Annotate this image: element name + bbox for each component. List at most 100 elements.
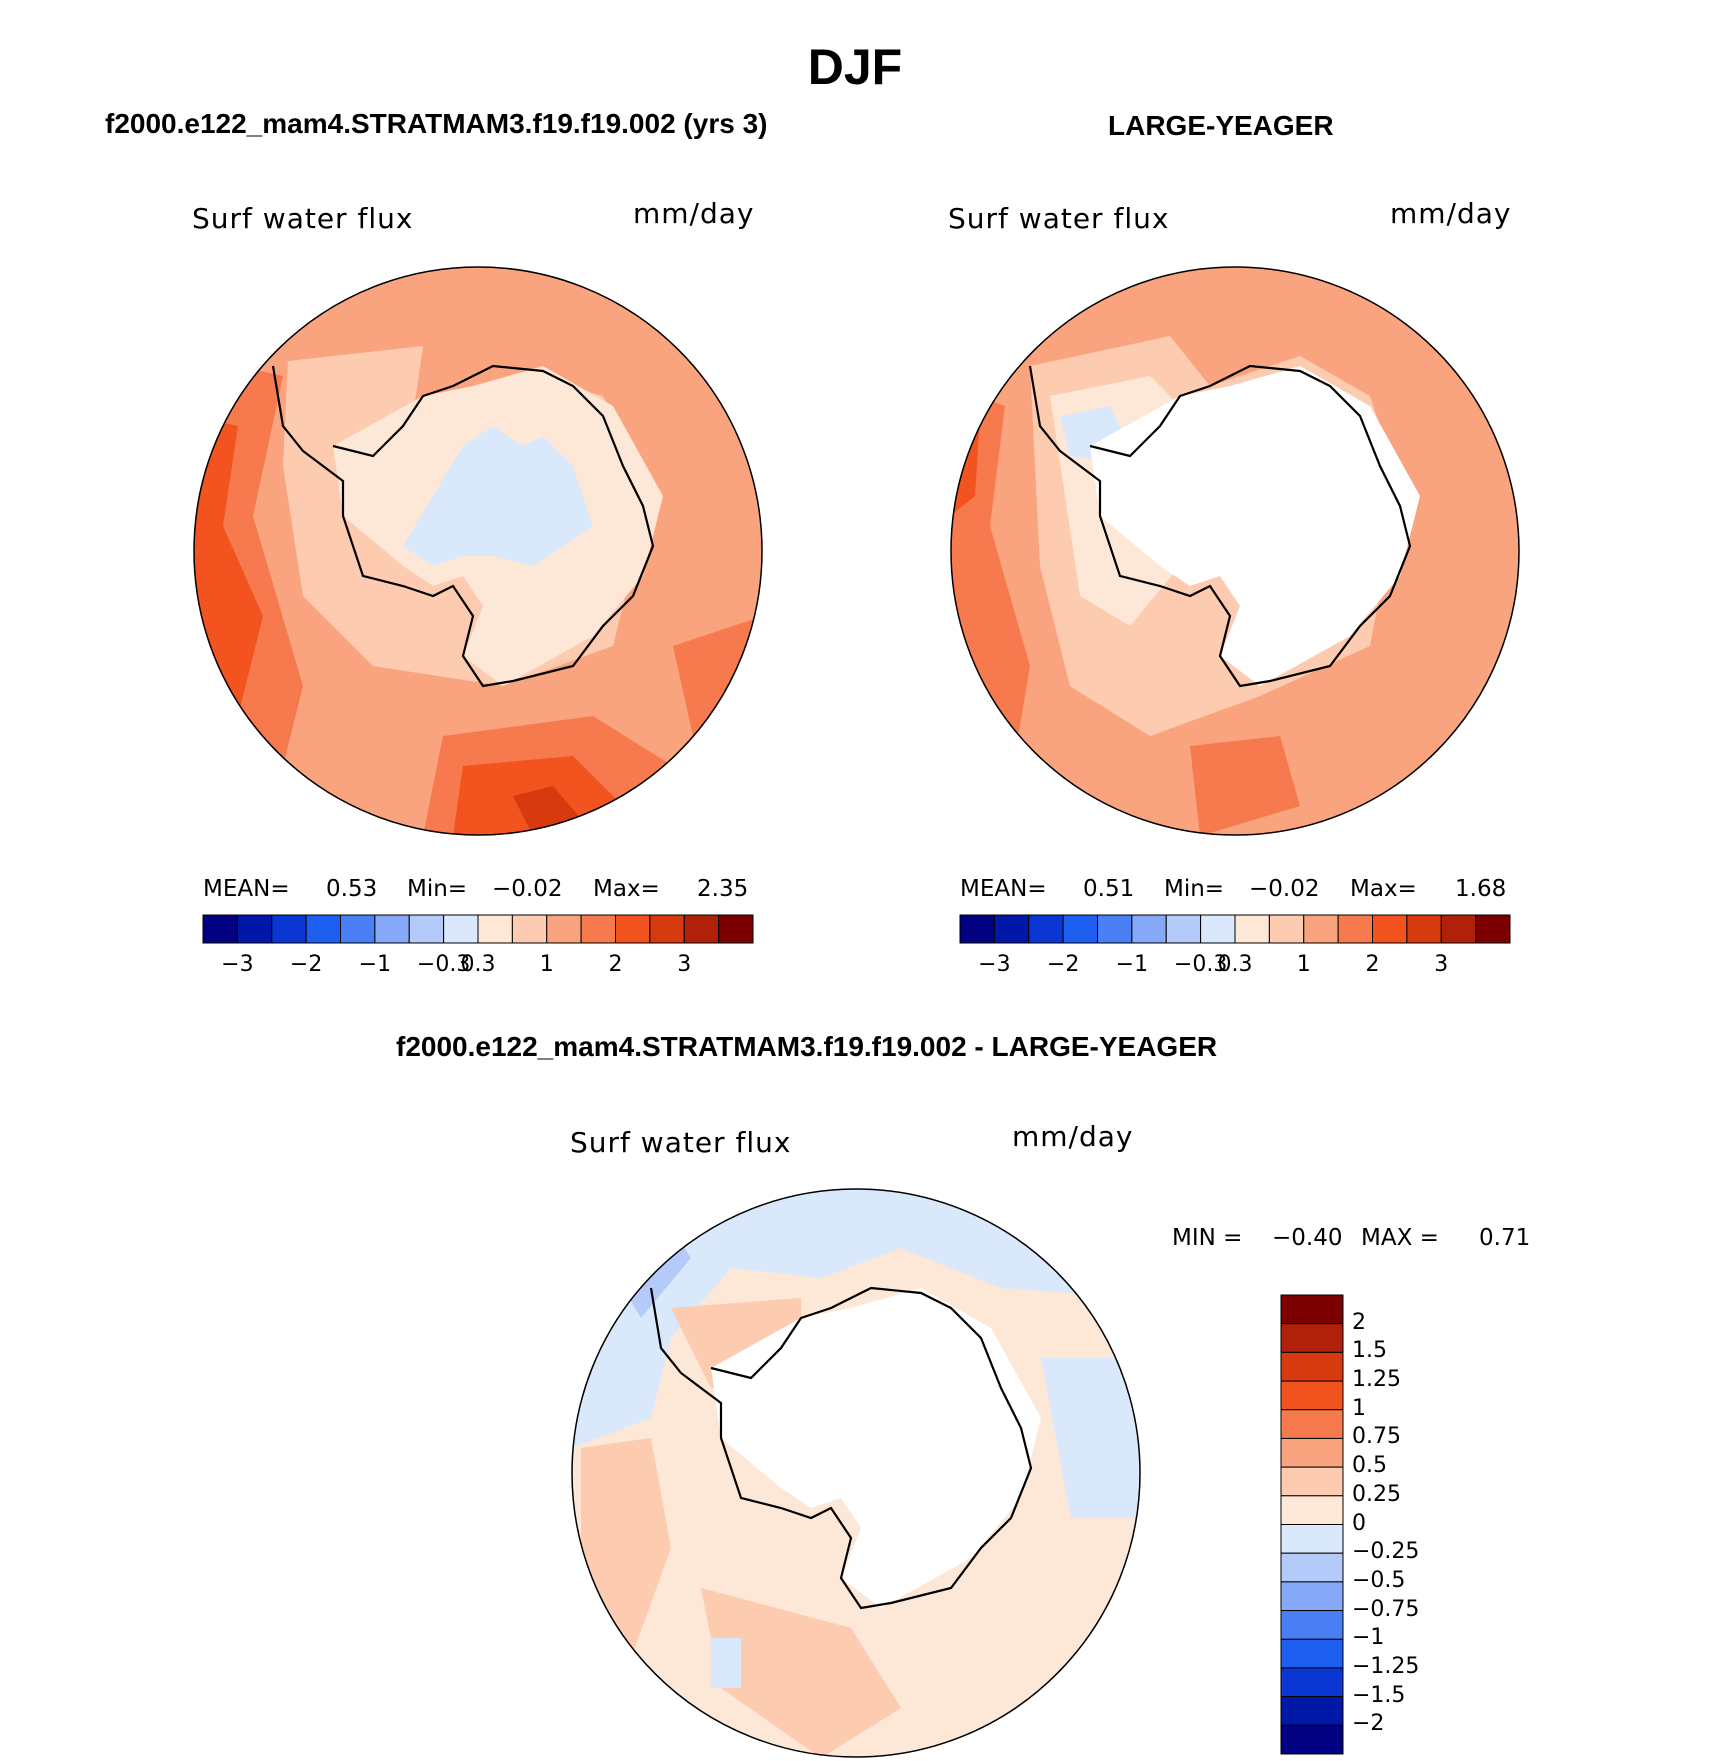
colorbar-obs-swatch bbox=[1475, 914, 1511, 944]
colorbar-obs-tick-label: −0.3 bbox=[1173, 952, 1228, 977]
map-diff-pos-south bbox=[701, 1588, 901, 1757]
colorbar-diff-swatch bbox=[1280, 1581, 1344, 1612]
colorbar-diff-swatch bbox=[1280, 1667, 1344, 1698]
colorbar-model bbox=[202, 914, 754, 944]
colorbar-diff-swatch bbox=[1280, 1552, 1344, 1583]
colorbar-obs-swatch bbox=[1268, 914, 1305, 944]
map-obs-land bbox=[1090, 366, 1420, 686]
colorbar-obs-swatch bbox=[993, 914, 1030, 944]
map-model bbox=[193, 266, 763, 836]
map-model-coastline bbox=[271, 364, 655, 688]
colorbar-diff-swatch bbox=[1280, 1610, 1344, 1640]
colorbar-model-tick-label: 2 bbox=[608, 952, 623, 977]
colorbar-model-tick-label: −3 bbox=[221, 952, 254, 977]
panel-obs-min: −0.02 bbox=[1249, 876, 1320, 902]
colorbar-diff-tick-label: 0 bbox=[1352, 1510, 1366, 1536]
colorbar-diff-tick-label: −0.5 bbox=[1352, 1567, 1406, 1593]
colorbar-obs-swatch bbox=[1200, 914, 1236, 944]
panel-diff-min-label: MIN = bbox=[1172, 1225, 1243, 1251]
panel-obs-variable: Surf water flux bbox=[948, 202, 1170, 235]
panel-model-mean: 0.53 bbox=[326, 876, 378, 902]
colorbar-obs-swatch bbox=[1062, 914, 1098, 944]
panel-diff-min: −0.40 bbox=[1272, 1225, 1343, 1251]
colorbar-diff-tick-label: −1 bbox=[1352, 1625, 1385, 1651]
colorbar-obs-swatch bbox=[1337, 914, 1373, 944]
map-diff-land bbox=[711, 1288, 1041, 1608]
colorbar-diff-swatch bbox=[1280, 1466, 1344, 1497]
colorbar-model-tick-label: 3 bbox=[677, 952, 692, 977]
map-model-land-low bbox=[403, 426, 593, 566]
colorbar-diff-swatch bbox=[1280, 1495, 1344, 1525]
panel-obs-mean-label: MEAN= bbox=[960, 876, 1047, 902]
colorbar-diff-swatch bbox=[1280, 1323, 1344, 1353]
colorbar-model-tick-label: −0.3 bbox=[416, 952, 471, 977]
colorbar-obs-tick-label: −2 bbox=[1046, 952, 1080, 977]
map-diff-outline bbox=[571, 1188, 1141, 1758]
colorbar-diff-swatch bbox=[1280, 1524, 1344, 1554]
panel-obs-max: 1.68 bbox=[1455, 876, 1507, 902]
colorbar-obs-tick-label: 1 bbox=[1296, 952, 1311, 977]
map-diff-coastline bbox=[649, 1286, 1033, 1610]
top-left-title: f2000.e122_mam4.STRATMAM3.f19.f19.002 (y… bbox=[105, 108, 768, 139]
colorbar-obs-swatch bbox=[1303, 914, 1339, 944]
colorbar-obs-swatch bbox=[959, 914, 995, 944]
panel-model-min: −0.02 bbox=[492, 876, 563, 902]
colorbar-model-swatch bbox=[271, 914, 307, 944]
map-diff-neg-south-patch bbox=[711, 1638, 741, 1688]
colorbar-obs-tick-label: −3 bbox=[978, 952, 1011, 977]
colorbar-model-swatch bbox=[511, 914, 548, 944]
colorbar-diff-tick-label: 0.5 bbox=[1352, 1453, 1387, 1479]
colorbar-model-tick-label: 1 bbox=[539, 952, 554, 977]
colorbar-diff-tick-label: 1 bbox=[1352, 1395, 1366, 1421]
colorbar-obs bbox=[959, 914, 1511, 944]
panel-obs-max-label: Max= bbox=[1350, 876, 1417, 902]
colorbar-model-swatch bbox=[546, 914, 582, 944]
map-diff-neg-north bbox=[572, 1189, 1140, 1448]
colorbar-model-swatch bbox=[580, 914, 616, 944]
colorbar-diff-swatch bbox=[1280, 1696, 1344, 1726]
colorbar-model-swatch bbox=[202, 914, 238, 944]
colorbar-obs-swatch bbox=[1234, 914, 1270, 944]
map-obs-coastline bbox=[1028, 364, 1412, 688]
figure-title: DJF bbox=[807, 39, 903, 95]
map-obs bbox=[950, 266, 1520, 836]
colorbar-model-swatch bbox=[408, 914, 445, 944]
colorbar-model-swatch bbox=[615, 914, 651, 944]
colorbar-diff-tick-label: 0.75 bbox=[1352, 1424, 1401, 1450]
colorbar-obs-swatch bbox=[1440, 914, 1477, 944]
colorbar-obs-ticks: −3 −2 −1 −0.3 0.3 1 2 3 bbox=[960, 952, 1510, 982]
colorbar-diff-tick-label: 1.5 bbox=[1352, 1338, 1387, 1364]
map-diff-neg-east bbox=[1041, 1358, 1140, 1518]
colorbar-model-tick-label: −2 bbox=[289, 952, 323, 977]
panel-diff-variable: Surf water flux bbox=[570, 1126, 792, 1159]
colorbar-diff bbox=[1280, 1294, 1344, 1755]
colorbar-diff-swatch bbox=[1280, 1409, 1344, 1439]
bottom-title: f2000.e122_mam4.STRATMAM3.f19.f19.002 - … bbox=[396, 1031, 1218, 1062]
panel-model-mean-label: MEAN= bbox=[203, 876, 290, 902]
panel-diff-units: mm/day bbox=[1012, 1120, 1134, 1153]
panel-model-units: mm/day bbox=[633, 197, 755, 230]
map-model-outline bbox=[193, 266, 763, 836]
colorbar-diff-ticks: 2 1.5 1.25 1 0.75 0.5 0.25 0 −0.25 −0.5 −0.75 −1 −1.… bbox=[1352, 1295, 1472, 1754]
panel-diff-max-label: MAX = bbox=[1361, 1225, 1439, 1251]
colorbar-model-ticks: −3 −2 −1 −0.3 0.3 1 2 3 bbox=[203, 952, 753, 982]
colorbar-diff-tick-label: −2 bbox=[1352, 1711, 1385, 1737]
colorbar-model-swatch bbox=[649, 914, 685, 944]
colorbar-model-swatch bbox=[683, 914, 720, 944]
map-obs-ring-south bbox=[1190, 736, 1300, 835]
map-diff bbox=[571, 1188, 1141, 1758]
colorbar-diff-swatch bbox=[1280, 1380, 1344, 1411]
panel-obs-mean: 0.51 bbox=[1083, 876, 1135, 902]
colorbar-diff-tick-label: 0.25 bbox=[1352, 1481, 1401, 1507]
colorbar-model-swatch bbox=[477, 914, 513, 944]
colorbar-obs-swatch bbox=[1028, 914, 1064, 944]
colorbar-obs-swatch bbox=[1131, 914, 1167, 944]
colorbar-obs-tick-label: 2 bbox=[1365, 952, 1380, 977]
colorbar-obs-swatch bbox=[1097, 914, 1133, 944]
panel-model-min-label: Min= bbox=[407, 876, 468, 902]
colorbar-diff-swatch bbox=[1280, 1638, 1344, 1669]
colorbar-obs-swatch bbox=[1372, 914, 1408, 944]
colorbar-diff-tick-label: 1.25 bbox=[1352, 1367, 1401, 1393]
colorbar-obs-tick-label: 0.3 bbox=[1217, 952, 1253, 977]
colorbar-diff-swatch bbox=[1280, 1351, 1344, 1382]
